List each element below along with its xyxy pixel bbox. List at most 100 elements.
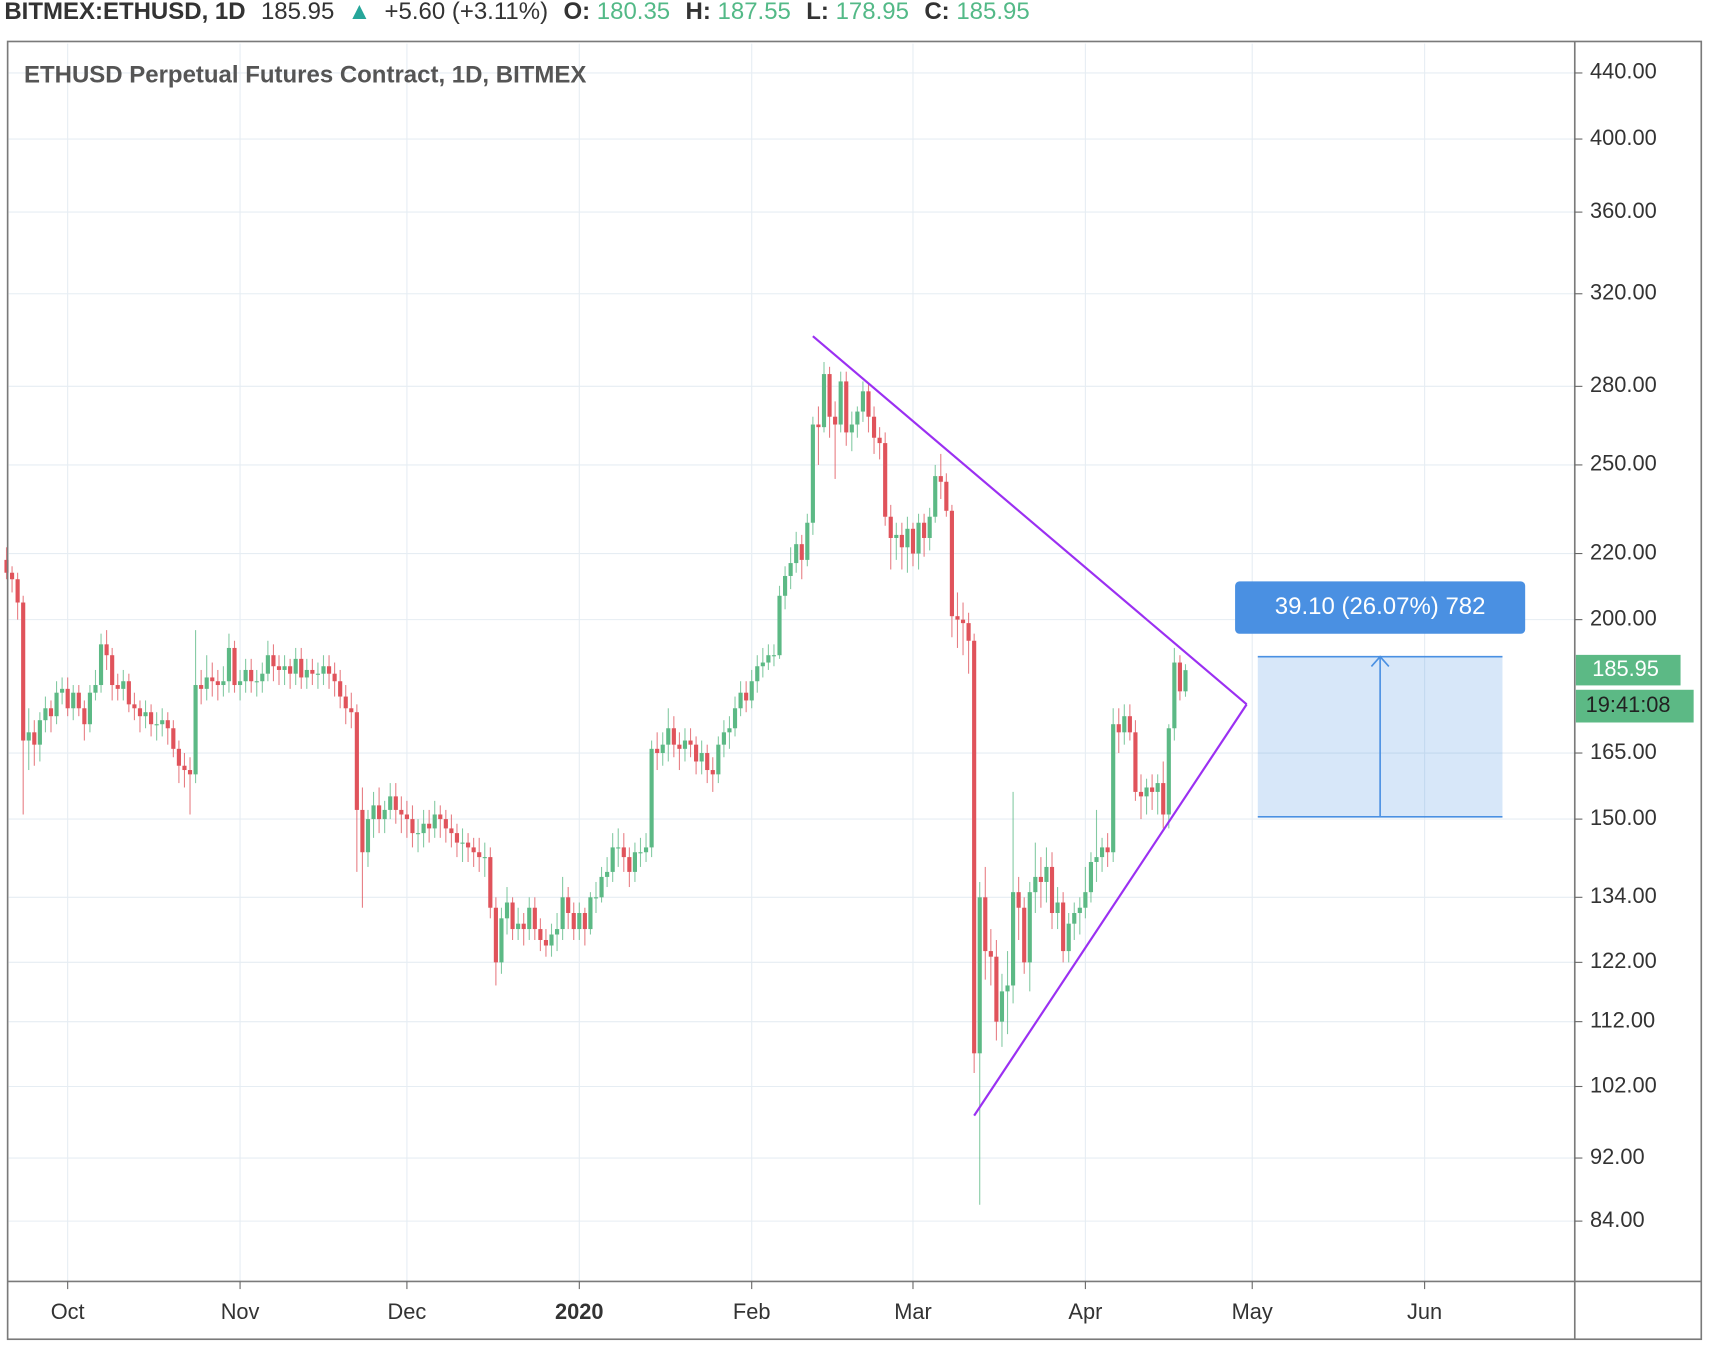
candle-body bbox=[282, 666, 287, 670]
candle-body bbox=[165, 720, 170, 729]
candle-body bbox=[1033, 876, 1038, 893]
candle-body bbox=[488, 857, 493, 908]
candle-body bbox=[176, 748, 181, 766]
candle-body bbox=[93, 685, 98, 693]
y-tick-label: 165.00 bbox=[1590, 739, 1657, 764]
plot: 39.10 (26.07%) 782 bbox=[4, 335, 1526, 1205]
candle-body bbox=[82, 708, 87, 725]
candle-body bbox=[1061, 902, 1066, 952]
candle-body bbox=[899, 534, 904, 548]
candle-body bbox=[538, 929, 543, 940]
candle-body bbox=[877, 437, 882, 444]
candle-body bbox=[1166, 728, 1171, 815]
candle-body bbox=[783, 575, 788, 596]
y-tick-label: 200.00 bbox=[1590, 605, 1657, 630]
candle-body bbox=[493, 907, 498, 963]
trendline bbox=[973, 703, 1248, 1117]
candle-body bbox=[121, 681, 126, 689]
y-tick-label: 84.00 bbox=[1590, 1207, 1645, 1232]
candle-body bbox=[1005, 985, 1010, 992]
candle-body bbox=[482, 857, 487, 859]
candle-body bbox=[821, 374, 827, 428]
candle-body bbox=[1049, 866, 1055, 914]
candle-body bbox=[677, 744, 682, 749]
candle-body bbox=[560, 897, 565, 930]
candle-body bbox=[833, 416, 838, 425]
candle-body bbox=[21, 602, 26, 741]
candle-body bbox=[855, 411, 860, 425]
candle-body bbox=[182, 765, 187, 771]
candle-body bbox=[1077, 907, 1082, 914]
candle-body bbox=[849, 424, 854, 433]
candle-body bbox=[566, 897, 571, 914]
measure-label: 39.10 (26.07%) 782 bbox=[1275, 593, 1486, 620]
candle-body bbox=[799, 544, 804, 560]
high-value: 187.55 bbox=[718, 0, 791, 25]
x-tick-label: Feb bbox=[733, 1299, 771, 1324]
candle-body bbox=[671, 728, 676, 745]
y-tick-label: 360.00 bbox=[1590, 198, 1657, 223]
candle-body bbox=[393, 796, 398, 810]
candle-body bbox=[9, 572, 15, 580]
candle-body bbox=[543, 939, 549, 946]
candle-body bbox=[577, 913, 582, 930]
countdown-label: 19:41:08 bbox=[1586, 692, 1671, 717]
candle-body bbox=[15, 579, 20, 603]
y-tick-label: 134.00 bbox=[1590, 883, 1657, 908]
candle-body bbox=[866, 391, 871, 417]
candle-body bbox=[699, 753, 704, 762]
y-tick-label: 400.00 bbox=[1590, 125, 1657, 150]
x-tick-label: Oct bbox=[51, 1299, 85, 1324]
candle-body bbox=[1161, 783, 1166, 815]
candle-body bbox=[627, 857, 632, 872]
candle-body bbox=[910, 528, 916, 554]
candle-body bbox=[249, 669, 254, 682]
candle-body bbox=[655, 748, 660, 754]
candle-body bbox=[265, 655, 270, 674]
candle-body bbox=[71, 692, 76, 709]
candle-body bbox=[260, 673, 265, 682]
candle-body bbox=[54, 692, 59, 717]
candle-body bbox=[549, 934, 554, 946]
candle-body bbox=[994, 956, 999, 1022]
candle-body bbox=[1150, 787, 1155, 792]
candle-body bbox=[48, 708, 54, 717]
candle-body bbox=[794, 544, 799, 564]
candle-body bbox=[187, 770, 193, 775]
last-price-box bbox=[1575, 654, 1681, 686]
candle-body bbox=[1122, 716, 1127, 733]
y-tick-label: 220.00 bbox=[1590, 539, 1657, 564]
candle-body bbox=[666, 728, 671, 745]
candle-body bbox=[215, 681, 220, 686]
candle-body bbox=[299, 658, 304, 678]
candle-body bbox=[766, 655, 771, 663]
candle-body bbox=[1144, 787, 1149, 797]
candle-body bbox=[988, 951, 993, 957]
x-tick-label: Nov bbox=[221, 1299, 260, 1324]
candle-body bbox=[983, 897, 988, 952]
candle-body bbox=[466, 842, 471, 848]
candle-body bbox=[427, 823, 432, 829]
candle-body bbox=[1044, 866, 1049, 882]
candle-body bbox=[443, 819, 448, 829]
candle-body bbox=[949, 510, 954, 617]
candle-body bbox=[1022, 907, 1027, 963]
measure-arrow-head bbox=[1370, 655, 1390, 668]
frame bbox=[6, 40, 1703, 1341]
candle-body bbox=[388, 796, 393, 810]
candle-body bbox=[410, 819, 415, 834]
candle-body bbox=[238, 681, 243, 686]
candle-body bbox=[26, 732, 31, 741]
candle-body bbox=[254, 681, 259, 683]
candle-body bbox=[276, 666, 282, 670]
candle-body bbox=[1038, 876, 1043, 882]
candle-body bbox=[332, 673, 337, 682]
candle-body bbox=[1055, 902, 1060, 914]
candle-body bbox=[354, 712, 359, 810]
header-price: 185.95 bbox=[261, 0, 334, 25]
candle-body bbox=[744, 692, 749, 701]
candle-body bbox=[1083, 892, 1088, 908]
candle-body bbox=[343, 696, 348, 709]
candle-body bbox=[977, 897, 982, 1054]
candle-body bbox=[777, 595, 782, 656]
